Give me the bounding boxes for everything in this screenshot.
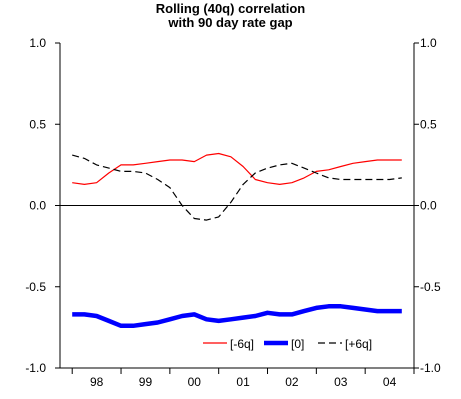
legend-label-pos6q: [+6q] bbox=[345, 337, 372, 351]
y-tick-label-right: 0.5 bbox=[420, 117, 437, 131]
chart-title-line-2: with 90 day rate gap bbox=[168, 15, 293, 30]
y-tick-label-right: 0.0 bbox=[420, 199, 437, 213]
y-tick-label-right: -0.5 bbox=[420, 280, 441, 294]
series-line-neg6q bbox=[72, 152, 402, 185]
x-tick-label: 03 bbox=[334, 375, 348, 389]
series-line-pos6q bbox=[72, 154, 402, 221]
legend-label-zero: [0] bbox=[291, 337, 304, 351]
y-tick-label-left: 1.0 bbox=[29, 36, 46, 50]
x-tick-label: 04 bbox=[383, 375, 397, 389]
y-tick-label-left: 0.0 bbox=[29, 199, 46, 213]
x-tick-label: 98 bbox=[90, 375, 104, 389]
y-tick-label-left: 0.5 bbox=[29, 117, 46, 131]
legend-label-neg6q: [-6q] bbox=[230, 337, 254, 351]
y-tick-label-right: 1.0 bbox=[420, 36, 437, 50]
series-layer bbox=[72, 152, 402, 329]
x-tick-label: 99 bbox=[139, 375, 153, 389]
y-tick-label-right: -1.0 bbox=[420, 361, 441, 375]
y-tick-label-left: -1.0 bbox=[25, 361, 46, 375]
x-tick-label: 00 bbox=[188, 375, 202, 389]
chart-title-line-1: Rolling (40q) correlation bbox=[155, 1, 306, 16]
x-tick-label: 01 bbox=[236, 375, 250, 389]
y-tick-label-left: -0.5 bbox=[25, 280, 46, 294]
plot-frame: 1.0 1.0 0.5 0.5 0.0 0.0 -0.5 -0.5 -1.0 -1.0 98 99 00… bbox=[25, 36, 441, 389]
series-line-zero bbox=[72, 304, 402, 329]
legend: [-6q] [0] [+6q] bbox=[203, 337, 372, 351]
x-tick-label: 02 bbox=[285, 375, 299, 389]
